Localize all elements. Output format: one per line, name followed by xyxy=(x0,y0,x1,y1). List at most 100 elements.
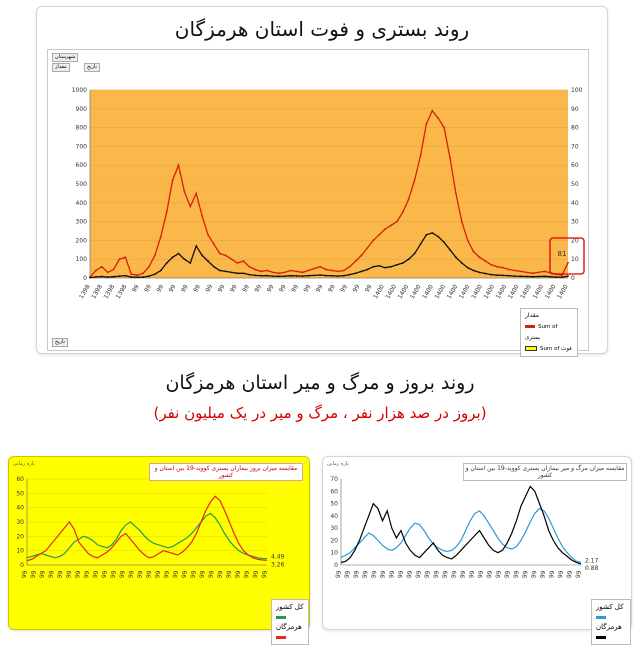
data-point xyxy=(502,274,504,277)
data-point xyxy=(272,271,274,274)
bottom-axis-button[interactable]: تاریخ xyxy=(52,338,68,347)
series-line-1 xyxy=(340,507,582,563)
data-point xyxy=(112,268,115,271)
data-point xyxy=(519,270,522,273)
data-point xyxy=(325,268,327,271)
data-point xyxy=(395,263,398,266)
x-tick-label: 99 xyxy=(65,570,73,579)
data-point xyxy=(348,273,351,276)
data-point xyxy=(254,274,257,277)
x-tick-label: 99 xyxy=(110,570,118,579)
data-point xyxy=(130,276,133,278)
data-point xyxy=(490,273,493,276)
data-point xyxy=(260,270,263,273)
y-tick-label: 40 xyxy=(330,513,338,520)
x-tick-label: 99 xyxy=(252,570,260,579)
x-tick-label: 1400 xyxy=(470,283,484,300)
data-point xyxy=(218,252,221,255)
data-point xyxy=(537,275,540,278)
x-tick-label: 99 xyxy=(504,570,512,579)
right-control-1[interactable]: بازه زمانی xyxy=(327,461,349,467)
data-point xyxy=(413,252,416,255)
x-tick-label: 99 xyxy=(199,570,207,579)
x-tick-label: 99 xyxy=(495,570,503,579)
data-point xyxy=(502,266,504,269)
data-point xyxy=(484,272,487,275)
y-tick-label: 1000 xyxy=(72,87,87,94)
data-point xyxy=(95,269,97,272)
x-tick-label: 99 xyxy=(154,570,162,579)
x-tick-label: 99 xyxy=(101,570,109,579)
x-tick-label: 1400 xyxy=(507,283,521,300)
x-tick-label: 99 xyxy=(217,283,227,293)
left-chart-title: مقایسه میزان بروز بیماران بستری کووید-19… xyxy=(149,463,303,481)
data-point xyxy=(277,275,280,278)
data-point xyxy=(395,220,398,223)
x-tick-label: 99 xyxy=(450,570,458,579)
data-point xyxy=(348,265,351,268)
x-tick-label: 99 xyxy=(155,283,165,293)
data-point xyxy=(431,109,434,112)
x-tick-label: 99 xyxy=(566,570,574,579)
series-line-2 xyxy=(26,495,268,562)
data-point xyxy=(525,275,528,278)
filter-button-1[interactable]: شهرستان xyxy=(52,53,79,62)
y2-tick-label: 30 xyxy=(571,219,579,226)
left-legend-label-2: هرمزگان xyxy=(276,623,302,631)
x-tick-label: 99 xyxy=(370,570,378,579)
data-point xyxy=(549,275,552,278)
x-tick-label: 99 xyxy=(513,570,521,579)
data-point xyxy=(378,233,381,236)
x-tick-label: 99 xyxy=(216,570,224,579)
x-tick-label: 99 xyxy=(180,283,190,293)
x-tick-label: 99 xyxy=(21,570,29,579)
data-point xyxy=(224,270,227,273)
data-point xyxy=(177,252,180,255)
data-point xyxy=(148,265,150,268)
x-tick-label: 1400 xyxy=(532,283,546,300)
x-tick-label: 1400 xyxy=(446,283,460,300)
x-tick-label: 99 xyxy=(241,283,251,293)
x-tick-label: 99 xyxy=(56,570,64,579)
data-point xyxy=(165,262,168,264)
data-point xyxy=(425,233,428,236)
data-point xyxy=(360,270,363,273)
data-point xyxy=(248,273,251,276)
y2-tick-label: 10 xyxy=(571,256,579,263)
data-point xyxy=(372,265,375,268)
x-tick-label: 99 xyxy=(315,283,325,293)
data-point xyxy=(443,241,445,244)
data-point xyxy=(112,275,115,278)
data-point xyxy=(189,262,192,264)
data-point xyxy=(289,269,292,272)
filter-button-2[interactable]: مقدار xyxy=(52,63,70,72)
data-point xyxy=(325,274,327,277)
x-tick-label: 99 xyxy=(539,570,547,579)
data-point xyxy=(295,270,298,273)
data-point xyxy=(130,273,133,276)
x-tick-label: 99 xyxy=(172,570,180,579)
data-point xyxy=(331,269,333,272)
data-point xyxy=(195,245,198,247)
right-chart-title: مقایسه میزان مرگ و میر بیماران بستری کوو… xyxy=(463,463,627,481)
data-point xyxy=(242,260,245,262)
x-tick-label: 1400 xyxy=(372,283,386,300)
data-point xyxy=(425,122,428,125)
x-tick-label: 99 xyxy=(379,570,387,579)
y-tick-label: 400 xyxy=(76,200,88,207)
bottom-axis-label: تاریخ xyxy=(55,339,65,345)
x-tick-label: 99 xyxy=(486,570,494,579)
data-point xyxy=(407,198,410,200)
data-point xyxy=(213,265,215,268)
data-point xyxy=(372,239,375,242)
x-tick-label: 99 xyxy=(575,570,583,579)
data-point xyxy=(313,274,316,277)
left-control-1[interactable]: بازه زمانی xyxy=(13,461,35,467)
data-point xyxy=(266,269,268,272)
x-tick-label: 1398 xyxy=(103,283,117,300)
filter-button-3[interactable]: تاریخ xyxy=(84,63,100,72)
y-tick-label: 300 xyxy=(76,219,88,226)
right-legend: کل کشور هرمزگان xyxy=(591,599,631,645)
x-tick-label: 99 xyxy=(433,570,441,579)
y2-tick-label: 90 xyxy=(571,106,579,113)
